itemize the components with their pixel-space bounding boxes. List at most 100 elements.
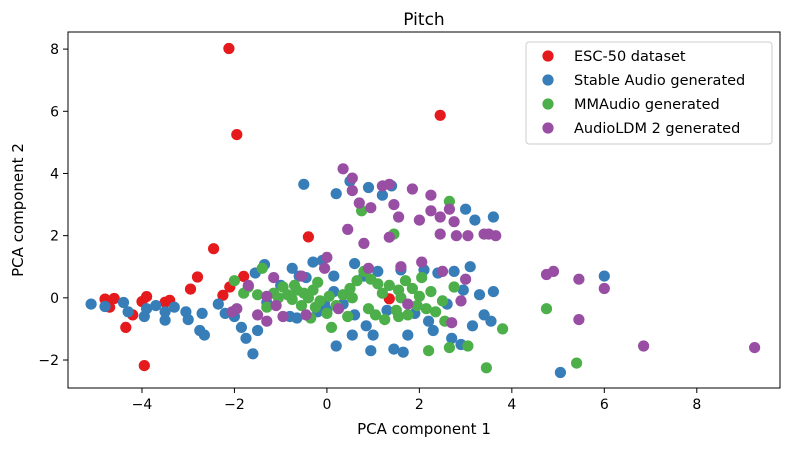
- data-point: [490, 230, 502, 242]
- series-0: [99, 42, 446, 372]
- data-point: [362, 181, 375, 194]
- x-tick-label: 2: [415, 397, 424, 413]
- data-point: [358, 237, 370, 249]
- data-point: [288, 279, 301, 291]
- data-points: [85, 42, 761, 379]
- legend-marker: [542, 122, 554, 134]
- data-point: [457, 284, 469, 296]
- data-point: [362, 262, 375, 274]
- data-point: [487, 211, 499, 223]
- data-point: [383, 231, 395, 243]
- data-point: [420, 303, 432, 315]
- data-point: [434, 211, 446, 223]
- data-point: [443, 195, 455, 207]
- data-point: [448, 281, 460, 293]
- data-point: [325, 321, 338, 333]
- data-point: [256, 262, 268, 274]
- data-point: [399, 275, 412, 287]
- data-point: [208, 243, 220, 255]
- data-point: [117, 296, 130, 309]
- data-point: [295, 270, 308, 282]
- data-point: [540, 303, 553, 315]
- data-point: [406, 282, 418, 295]
- data-point: [413, 214, 425, 226]
- data-point: [487, 286, 499, 298]
- legend-label: Stable Audio generated: [574, 73, 745, 89]
- data-point: [379, 314, 391, 326]
- data-point: [425, 205, 437, 217]
- legend-label: AudioLDM 2 generated: [574, 121, 740, 137]
- data-point: [547, 265, 560, 277]
- data-point: [436, 265, 449, 277]
- data-point: [469, 214, 481, 226]
- data-point: [252, 324, 264, 337]
- data-point: [376, 287, 388, 299]
- data-point: [413, 290, 425, 302]
- data-point: [573, 314, 585, 326]
- data-point: [231, 129, 243, 141]
- data-point: [367, 329, 379, 341]
- data-point: [388, 343, 400, 355]
- data-point: [365, 345, 377, 357]
- data-point: [450, 230, 462, 242]
- data-point: [388, 199, 400, 211]
- data-point: [346, 292, 358, 304]
- data-point: [247, 348, 259, 360]
- data-point: [268, 272, 280, 284]
- data-point: [351, 275, 363, 287]
- data-point: [466, 320, 479, 332]
- x-axis-label: PCA component 1: [357, 420, 491, 438]
- data-point: [277, 310, 289, 323]
- data-point: [402, 329, 414, 341]
- data-point: [291, 312, 303, 324]
- data-point: [349, 258, 361, 270]
- data-point: [235, 321, 247, 333]
- data-point: [198, 329, 210, 341]
- data-point: [242, 279, 254, 291]
- data-point: [434, 109, 446, 121]
- data-point: [360, 320, 372, 332]
- data-point: [159, 306, 171, 318]
- data-point: [238, 270, 250, 282]
- data-point: [749, 342, 761, 354]
- data-point: [381, 304, 393, 316]
- data-point: [573, 273, 585, 285]
- data-point: [430, 306, 442, 318]
- data-point: [270, 300, 282, 312]
- data-point: [138, 360, 150, 372]
- data-point: [390, 304, 402, 316]
- data-point: [365, 202, 377, 214]
- data-point: [598, 282, 610, 295]
- y-tick-label: 6: [50, 104, 59, 120]
- data-point: [342, 310, 354, 323]
- y-tick-label: 8: [50, 42, 59, 58]
- data-point: [376, 189, 388, 201]
- chart-title: Pitch: [403, 10, 444, 30]
- data-point: [330, 188, 342, 200]
- data-point: [427, 324, 439, 337]
- data-point: [122, 306, 134, 318]
- data-point: [372, 278, 384, 290]
- data-point: [344, 282, 356, 295]
- data-point: [150, 300, 162, 312]
- data-point: [598, 270, 610, 282]
- data-point: [460, 203, 472, 215]
- data-point: [638, 340, 650, 352]
- data-point: [261, 290, 273, 302]
- series-2: [228, 195, 583, 374]
- series-3: [226, 163, 761, 354]
- data-point: [443, 342, 455, 354]
- data-point: [393, 211, 405, 223]
- legend-marker: [542, 50, 554, 62]
- data-point: [397, 346, 409, 358]
- data-point: [141, 291, 153, 303]
- data-point: [473, 289, 486, 301]
- legend-box: [525, 41, 773, 145]
- data-point: [228, 275, 240, 287]
- y-tick-label: 2: [50, 229, 59, 245]
- data-point: [346, 185, 358, 197]
- data-point: [416, 256, 428, 268]
- data-point: [497, 323, 509, 335]
- data-point: [295, 300, 308, 312]
